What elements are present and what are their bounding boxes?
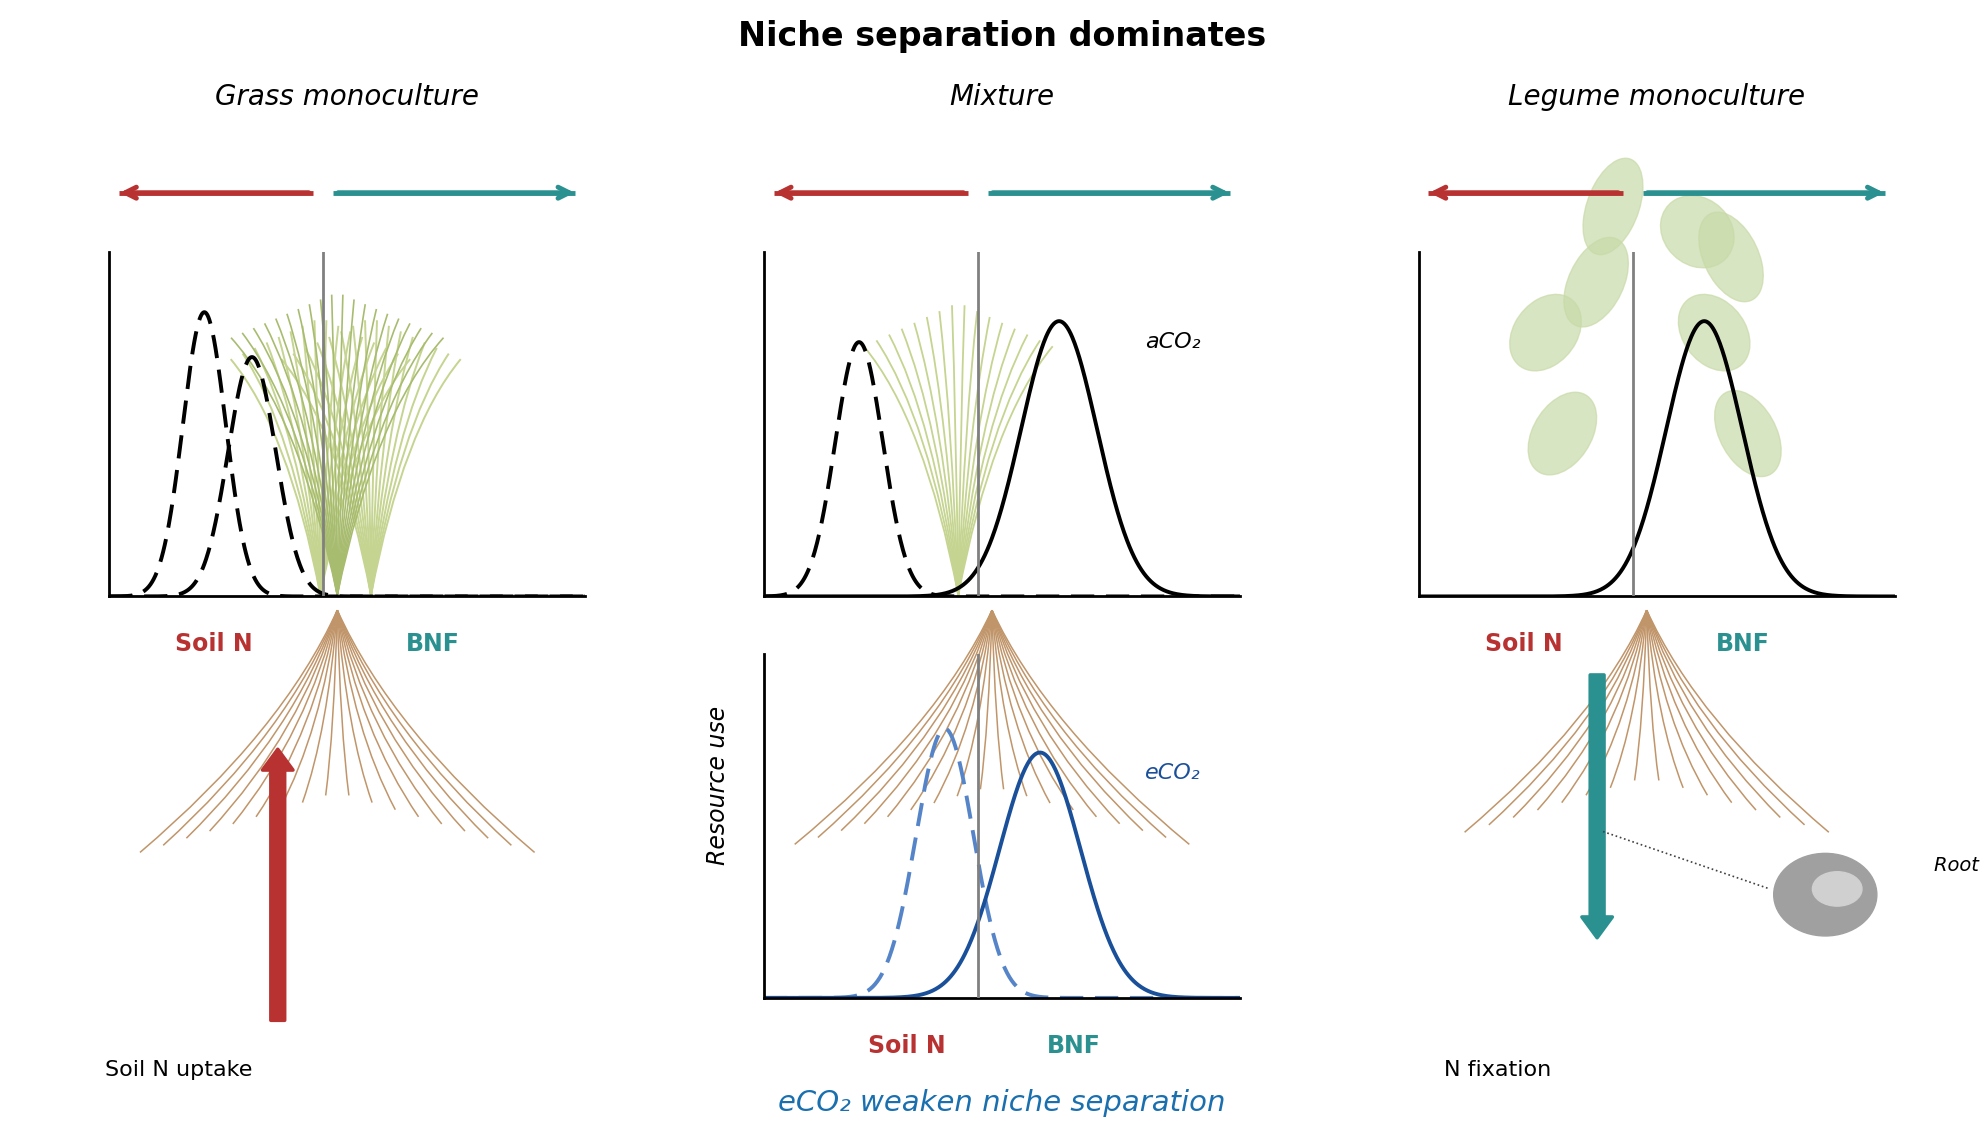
- Text: aCO₂: aCO₂: [1145, 333, 1200, 352]
- Text: eCO₂ weaken niche separation: eCO₂ weaken niche separation: [778, 1090, 1226, 1117]
- FancyArrowPatch shape: [262, 749, 294, 1021]
- Ellipse shape: [1583, 158, 1643, 255]
- Ellipse shape: [1698, 212, 1764, 302]
- Text: BNF: BNF: [1716, 632, 1770, 656]
- FancyArrowPatch shape: [1581, 674, 1613, 938]
- Ellipse shape: [1528, 392, 1597, 475]
- Text: Resource use: Resource use: [706, 707, 730, 865]
- Text: Soil N uptake: Soil N uptake: [105, 1060, 252, 1080]
- Text: Soil N: Soil N: [867, 1033, 946, 1058]
- Ellipse shape: [1714, 390, 1782, 477]
- Text: Mixture: Mixture: [950, 84, 1054, 111]
- Text: Legume monoculture: Legume monoculture: [1508, 84, 1805, 111]
- Text: Grass monoculture: Grass monoculture: [214, 84, 480, 111]
- Text: Soil N: Soil N: [1484, 632, 1561, 656]
- Text: Niche separation dominates: Niche separation dominates: [738, 21, 1266, 53]
- Text: N fixation: N fixation: [1444, 1060, 1551, 1080]
- Text: Root nodule: Root nodule: [1934, 857, 1984, 875]
- Text: Soil N: Soil N: [175, 632, 252, 656]
- Ellipse shape: [1678, 295, 1750, 370]
- Ellipse shape: [1661, 196, 1734, 267]
- Text: eCO₂: eCO₂: [1145, 764, 1200, 783]
- Ellipse shape: [1510, 295, 1581, 370]
- Ellipse shape: [1563, 237, 1629, 327]
- Text: BNF: BNF: [1046, 1033, 1101, 1058]
- Text: BNF: BNF: [407, 632, 460, 656]
